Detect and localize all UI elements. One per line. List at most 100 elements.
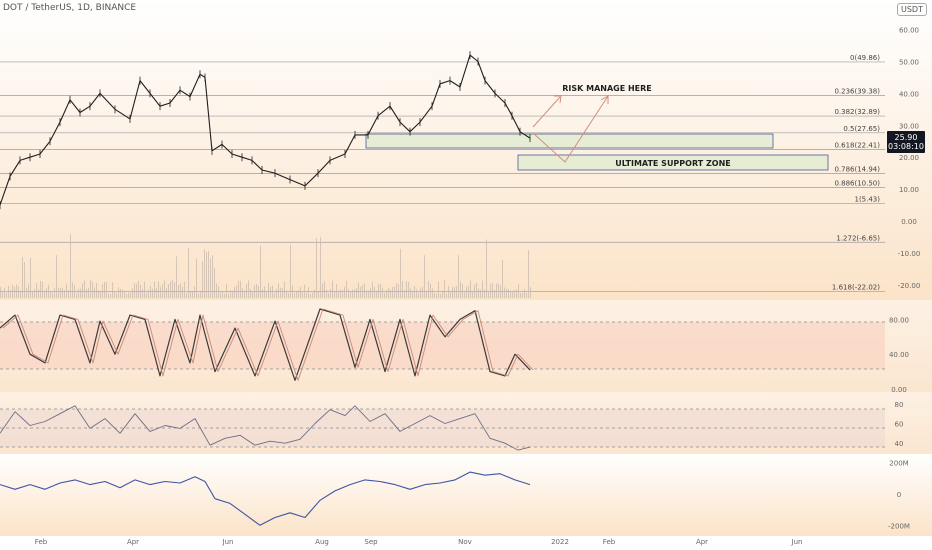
volume-bar bbox=[96, 282, 97, 298]
volume-bar bbox=[208, 251, 209, 298]
up-arrow-short-head bbox=[554, 95, 562, 104]
volume-bar bbox=[62, 287, 63, 298]
rsi-tick-label: 80 bbox=[895, 401, 904, 409]
volume-bar bbox=[364, 283, 365, 298]
volume-bar bbox=[136, 283, 137, 298]
volume-bar bbox=[262, 289, 263, 298]
volume-bar bbox=[514, 290, 515, 298]
volume-bar bbox=[456, 286, 457, 298]
volume-bar bbox=[326, 289, 327, 298]
volume-bar bbox=[422, 286, 423, 298]
volume-bar bbox=[354, 289, 355, 298]
volume-bar bbox=[46, 288, 47, 298]
volume-bar bbox=[124, 292, 125, 298]
volume-bar bbox=[184, 281, 185, 298]
volume-bar bbox=[508, 288, 509, 298]
volume-bar bbox=[196, 258, 197, 298]
obv-tick-label: 0 bbox=[897, 491, 901, 499]
volume-bar bbox=[110, 293, 111, 298]
obv-line bbox=[0, 471, 531, 526]
volume-bar bbox=[496, 283, 497, 298]
fib-label: 0(49.86) bbox=[850, 54, 880, 62]
obv-axis: 200M 0 -200M bbox=[888, 460, 910, 531]
volume-bar bbox=[298, 289, 299, 298]
volume-bar bbox=[58, 287, 59, 298]
rsi-series bbox=[0, 405, 531, 451]
volume-bar bbox=[70, 234, 71, 298]
volume-bar bbox=[338, 290, 339, 298]
volume-bar bbox=[238, 280, 239, 298]
volume-bar bbox=[176, 256, 177, 298]
volume-bar bbox=[454, 287, 455, 298]
volume-bar bbox=[94, 287, 95, 298]
volume-bar bbox=[516, 289, 517, 298]
volume-bar bbox=[502, 259, 503, 298]
volume-bar bbox=[446, 293, 447, 298]
volume-bar bbox=[440, 293, 441, 298]
stoch-axis: 80.00 40.00 0.00 bbox=[889, 316, 909, 394]
volume-bar bbox=[2, 292, 3, 298]
volume-bar bbox=[500, 285, 501, 298]
time-axis: Feb Apr Jun Aug Sep Nov 2022 Feb Apr Jun bbox=[35, 538, 803, 546]
time-tick-label: Jun bbox=[222, 538, 234, 546]
volume-bar bbox=[60, 287, 61, 298]
volume-bar bbox=[488, 291, 489, 298]
time-tick-label: Feb bbox=[603, 538, 616, 546]
stoch-pane: 80.00 40.00 0.00 bbox=[0, 308, 909, 394]
volume-bar bbox=[432, 288, 433, 298]
volume-bar bbox=[408, 281, 409, 298]
volume-bar bbox=[100, 291, 101, 298]
obv-series bbox=[0, 471, 531, 526]
volume-bar bbox=[42, 281, 43, 298]
currency-badge[interactable]: USDT bbox=[897, 3, 927, 16]
volume-bar bbox=[404, 289, 405, 298]
volume-bar bbox=[120, 289, 121, 298]
obv-tick-label: -200M bbox=[888, 522, 910, 530]
volume-bar bbox=[344, 286, 345, 298]
volume-bar bbox=[348, 289, 349, 298]
volume-bar bbox=[410, 288, 411, 298]
volume-bar bbox=[442, 291, 443, 298]
volume-bar bbox=[102, 284, 103, 298]
volume-bar bbox=[230, 290, 231, 298]
volume-bar bbox=[220, 292, 221, 298]
fib-zone-box bbox=[365, 133, 774, 149]
stoch-tick-label: 40.00 bbox=[889, 351, 909, 359]
volume-bar bbox=[216, 283, 217, 298]
volume-bar bbox=[104, 281, 105, 298]
volume-bar bbox=[138, 280, 139, 298]
volume-bar bbox=[140, 285, 141, 298]
volume-bar bbox=[380, 283, 381, 298]
volume-bar bbox=[212, 255, 213, 298]
volume-bar bbox=[12, 284, 13, 298]
price-tick-label: 10.00 bbox=[899, 186, 919, 194]
volume-bar bbox=[342, 290, 343, 298]
volume-bar bbox=[198, 293, 199, 298]
volume-bar bbox=[468, 285, 469, 298]
fib-label: 0.886(10.50) bbox=[834, 180, 880, 188]
volume-bar bbox=[480, 289, 481, 298]
volume-bar bbox=[162, 284, 163, 298]
down-then-up-arrow-head bbox=[600, 95, 609, 104]
support-zone-box bbox=[517, 154, 829, 171]
volume-bar bbox=[414, 285, 415, 298]
fib-label: 1.618(-22.02) bbox=[832, 283, 880, 291]
volume-bar bbox=[460, 281, 461, 298]
price-tick-label: 60.00 bbox=[899, 27, 919, 35]
volume-bar bbox=[84, 280, 85, 298]
volume-bar bbox=[164, 280, 165, 298]
price-tick-label: -20.00 bbox=[898, 282, 921, 290]
volume-bar bbox=[466, 286, 467, 298]
volume-bar bbox=[526, 292, 527, 298]
volume-bar bbox=[8, 285, 9, 298]
volume-bar bbox=[370, 287, 371, 298]
volume-bar bbox=[178, 284, 179, 298]
volume-bar bbox=[188, 247, 189, 298]
last-price-value: 25.90 bbox=[894, 133, 918, 142]
volume-bar bbox=[186, 293, 187, 298]
volume-bar bbox=[114, 291, 115, 298]
last-price-badge: 25.90 03:08:10 bbox=[887, 131, 925, 153]
volume-bar bbox=[50, 290, 51, 298]
volume-bar bbox=[134, 283, 135, 298]
risk-manage-label: RISK MANAGE HERE bbox=[562, 84, 652, 93]
